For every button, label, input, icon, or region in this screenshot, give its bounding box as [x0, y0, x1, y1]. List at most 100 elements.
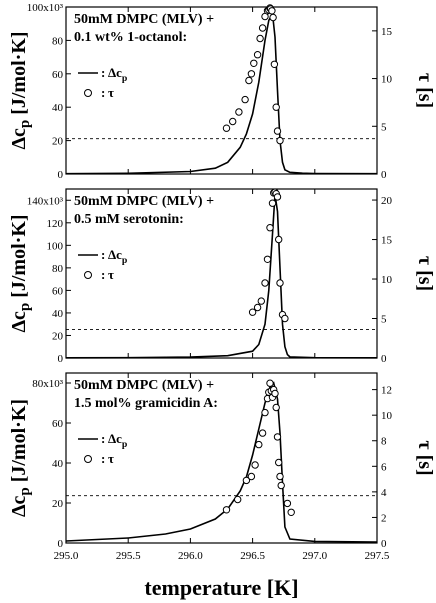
left-tick-label: 20: [52, 330, 64, 342]
panel-1: 0 20 40 60 80 100x10³ 0 5 10 15 50mM DMPC (MLV) + 0…: [8, 2, 436, 181]
left-tick-label: 60: [52, 69, 64, 81]
panel-annotation: 50mM DMPC (MLV) +: [74, 12, 214, 27]
panel-annotation: 0.5 mM serotonin:: [74, 212, 184, 227]
left-tick-label: 140x10³: [27, 195, 64, 207]
series-point-tau: [256, 34, 264, 43]
series-point-tau: [281, 314, 289, 323]
series-point-tau: [271, 389, 279, 398]
right-tick-label: 10: [381, 274, 393, 286]
right-tick-label: 4: [381, 487, 387, 499]
series-line-dcp: [65, 194, 378, 359]
series-point-tau: [275, 235, 283, 244]
legend-circle-marker: [84, 455, 92, 463]
y-axis-title-right: τ [s]: [414, 256, 436, 291]
series-point-tau: [258, 429, 267, 437]
x-axis-title: temperature [K]: [144, 575, 298, 600]
series-point-tau: [251, 461, 259, 469]
series-point-tau: [283, 499, 292, 508]
legend-label-tau: τ: [108, 267, 114, 282]
left-tick-label: 60: [52, 418, 64, 430]
left-tick-label: 20: [52, 136, 64, 148]
series-point-tau: [276, 136, 284, 145]
x-tick-label: 295.0: [54, 550, 79, 562]
series-line-dcp: [65, 11, 378, 175]
legend-separator: :: [101, 431, 105, 446]
left-tick-label: 80x10³: [32, 378, 64, 390]
right-tick-label: 20: [381, 195, 393, 207]
y-axis-title-left: Δcp [J/mol·K]: [8, 399, 33, 517]
series-point-tau: [235, 108, 243, 116]
series-point-tau: [261, 279, 269, 287]
series-point-tau: [269, 13, 277, 22]
right-tick-label: 15: [381, 26, 393, 38]
series-point-tau: [234, 495, 242, 504]
series-point-tau: [258, 24, 267, 32]
legend-separator: :: [101, 85, 105, 100]
series-point-tau: [273, 127, 282, 135]
right-tick-label: 5: [381, 121, 387, 133]
series-point-tau: [257, 297, 265, 305]
series-point-tau: [287, 508, 295, 516]
right-tick-label: 10: [381, 410, 393, 422]
right-tick-label: 12: [381, 385, 392, 397]
series-point-tau: [247, 70, 256, 78]
left-tick-label: 120: [47, 218, 64, 230]
series-point-tau: [266, 224, 274, 232]
series-point-tau: [248, 308, 257, 316]
panel-annotation: 50mM DMPC (MLV) +: [74, 194, 214, 209]
panel-annotation: 1.5 mol% gramicidin A:: [74, 396, 218, 411]
plot-frame: [65, 6, 378, 175]
y-axis-title-left: Δcp [J/mol·K]: [8, 214, 33, 332]
series-point-tau: [255, 440, 263, 449]
right-tick-label: 6: [381, 461, 387, 473]
series-point-tau: [253, 51, 262, 59]
legend-circle-marker: [84, 89, 92, 97]
left-tick-label: 20: [52, 498, 64, 510]
series-point-tau: [229, 117, 237, 126]
left-tick-label: 0: [58, 169, 64, 181]
left-tick-label: 100x10³: [27, 2, 64, 14]
series-point-tau: [263, 255, 272, 263]
y-axis-title-left: Δcp [J/mol·K]: [8, 31, 33, 149]
legend-label-tau: τ: [108, 451, 114, 466]
legend-separator: :: [101, 451, 105, 466]
right-tick-label: 5: [381, 314, 387, 326]
series-point-tau: [261, 408, 269, 417]
series-point-tau: [277, 481, 285, 490]
series-point-tau: [268, 7, 276, 15]
x-tick-label: 297.0: [302, 550, 327, 562]
series-point-tau: [253, 303, 262, 312]
y-axis-title-right: τ [s]: [414, 440, 436, 475]
panel-3: 0 20 40 60 80x10³ 0 2 4 6 8 10 12 50mM DMPC (MLV) + 1…: [8, 372, 436, 550]
series-point-tau: [222, 506, 231, 514]
left-tick-label: 80: [52, 263, 64, 275]
series-point-tau: [272, 103, 280, 111]
legend-label-dcp: Δcp: [108, 65, 128, 84]
right-tick-label: 15: [381, 235, 393, 247]
legend-circle-marker: [84, 271, 92, 279]
left-tick-label: 100: [47, 240, 64, 252]
series-point-tau: [247, 472, 256, 481]
series-point-tau: [276, 472, 284, 481]
left-tick-label: 40: [52, 102, 64, 114]
left-tick-label: 80: [52, 35, 64, 47]
right-tick-label: 0: [381, 169, 387, 181]
legend-separator: :: [101, 267, 105, 282]
right-tick-label: 8: [381, 436, 387, 448]
legend-separator: :: [101, 247, 105, 262]
series-point-tau: [266, 379, 274, 387]
series-point-tau: [241, 95, 249, 104]
panel-2: 0 20 40 60 80 100 120 140x10³ 0 5 10 15 20 50mM DMPC …: [8, 188, 436, 365]
plot-frame: [65, 188, 378, 359]
panel-annotation: 50mM DMPC (MLV) +: [74, 378, 214, 393]
x-tick-label: 295.5: [116, 550, 141, 562]
right-tick-label: 2: [381, 512, 387, 524]
series-point-tau: [250, 59, 258, 67]
left-tick-label: 0: [58, 353, 64, 365]
right-tick-label: 10: [381, 74, 393, 86]
legend-label-dcp: Δcp: [108, 431, 128, 450]
x-tick-label: 296.0: [178, 550, 203, 562]
series-point-tau: [273, 433, 282, 441]
left-tick-label: 60: [52, 285, 64, 297]
